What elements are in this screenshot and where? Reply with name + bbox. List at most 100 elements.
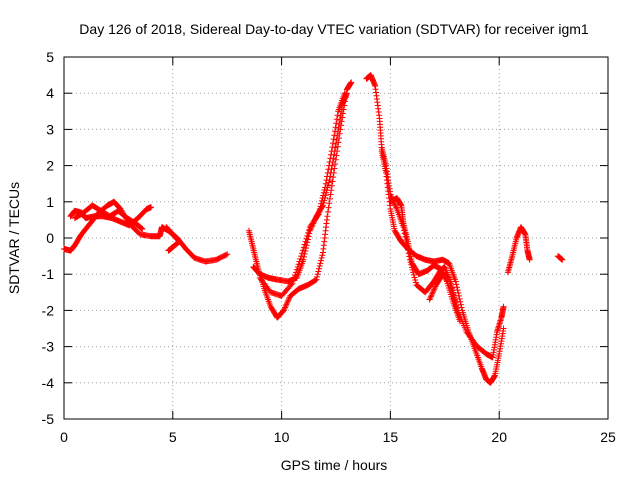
data-point <box>453 281 460 288</box>
y-tick-label: 3 <box>46 121 54 137</box>
data-point <box>429 290 436 297</box>
y-tick-label: -5 <box>42 411 55 427</box>
data-point <box>301 250 308 257</box>
data-point <box>336 116 343 123</box>
data-point <box>290 277 297 284</box>
data-point <box>348 79 355 86</box>
data-point <box>314 212 321 219</box>
data-point <box>412 276 419 283</box>
data-point <box>329 140 336 147</box>
data-point <box>332 124 339 131</box>
data-point <box>315 211 322 218</box>
data-point <box>318 200 325 207</box>
data-point <box>289 280 296 287</box>
data-point <box>138 225 145 232</box>
data-point <box>329 144 336 151</box>
data-point <box>293 266 300 273</box>
axis-tick-labels: 0 5 10 15 20 25 -5 -4 -3 -2 -1 0 1 2 3 4 5 <box>42 49 616 445</box>
data-point <box>428 292 435 299</box>
data-point <box>283 301 290 308</box>
data-point <box>324 208 331 215</box>
data-point <box>454 311 461 318</box>
data-point <box>453 284 460 291</box>
data-point <box>458 304 465 311</box>
data-point <box>330 136 337 143</box>
data-point <box>324 169 331 176</box>
data-point <box>429 289 436 296</box>
y-tick-label: -2 <box>42 302 55 318</box>
data-point <box>316 206 323 213</box>
data-point <box>457 298 464 305</box>
chart-title: Day 126 of 2018, Sidereal Day-to-day VTE… <box>79 21 589 37</box>
data-point <box>301 253 308 260</box>
x-tick-label: 10 <box>274 429 290 445</box>
data-point <box>300 244 307 251</box>
data-point <box>333 136 340 143</box>
data-point <box>288 281 295 288</box>
data-point <box>324 213 331 220</box>
data-point <box>327 151 334 158</box>
x-tick-label: 5 <box>169 429 177 445</box>
data-point <box>317 257 324 264</box>
data-point <box>323 177 330 184</box>
x-tick-label: 0 <box>60 429 68 445</box>
data-point <box>296 258 303 265</box>
data-point <box>335 124 342 131</box>
data-point <box>427 295 434 302</box>
data-point <box>454 287 461 294</box>
data-point <box>333 120 340 127</box>
data-point <box>284 298 291 305</box>
data-point <box>326 162 333 169</box>
data-point <box>324 173 331 180</box>
y-tick-label: -3 <box>42 339 55 355</box>
data-point <box>312 277 319 284</box>
data-point <box>327 155 334 162</box>
data-point <box>320 192 327 199</box>
data-point <box>298 253 305 260</box>
data-point <box>282 304 289 311</box>
data-point <box>411 274 418 281</box>
data-point <box>331 132 338 139</box>
data-point <box>318 197 325 204</box>
data-point <box>300 256 307 263</box>
x-tick-label: 20 <box>491 429 507 445</box>
data-point <box>334 132 341 139</box>
data-point <box>281 305 288 312</box>
data-point <box>299 247 306 254</box>
data-point <box>224 251 231 258</box>
data-point <box>455 290 462 297</box>
data-point <box>431 284 438 291</box>
data-point <box>325 204 332 211</box>
data-point <box>337 113 344 120</box>
data-point <box>294 263 301 270</box>
data-point <box>320 189 327 196</box>
data-point <box>285 295 292 302</box>
data-point <box>327 191 334 198</box>
data-point <box>326 195 333 202</box>
data-point <box>292 269 299 276</box>
data-point <box>318 254 325 261</box>
data-point <box>316 263 323 270</box>
data-point <box>330 174 337 181</box>
x-tick-label: 15 <box>383 429 399 445</box>
data-point <box>432 283 439 290</box>
data-point <box>329 178 336 185</box>
data-point <box>328 148 335 155</box>
data-point <box>456 295 463 302</box>
data-point <box>314 271 321 278</box>
data-point <box>303 235 310 242</box>
y-tick-label: 5 <box>46 49 54 65</box>
data-point <box>457 318 464 325</box>
x-axis-label: GPS time / hours <box>281 457 388 473</box>
data-point <box>280 307 287 314</box>
data-points <box>61 72 566 386</box>
data-point <box>430 287 437 294</box>
data-point <box>319 195 326 202</box>
data-point <box>295 261 302 268</box>
data-point <box>319 252 326 259</box>
data-point <box>317 203 324 210</box>
y-axis-label: SDTVAR / TECUs <box>6 182 22 294</box>
data-point <box>139 225 146 232</box>
data-point <box>291 274 298 281</box>
data-point <box>431 286 438 293</box>
